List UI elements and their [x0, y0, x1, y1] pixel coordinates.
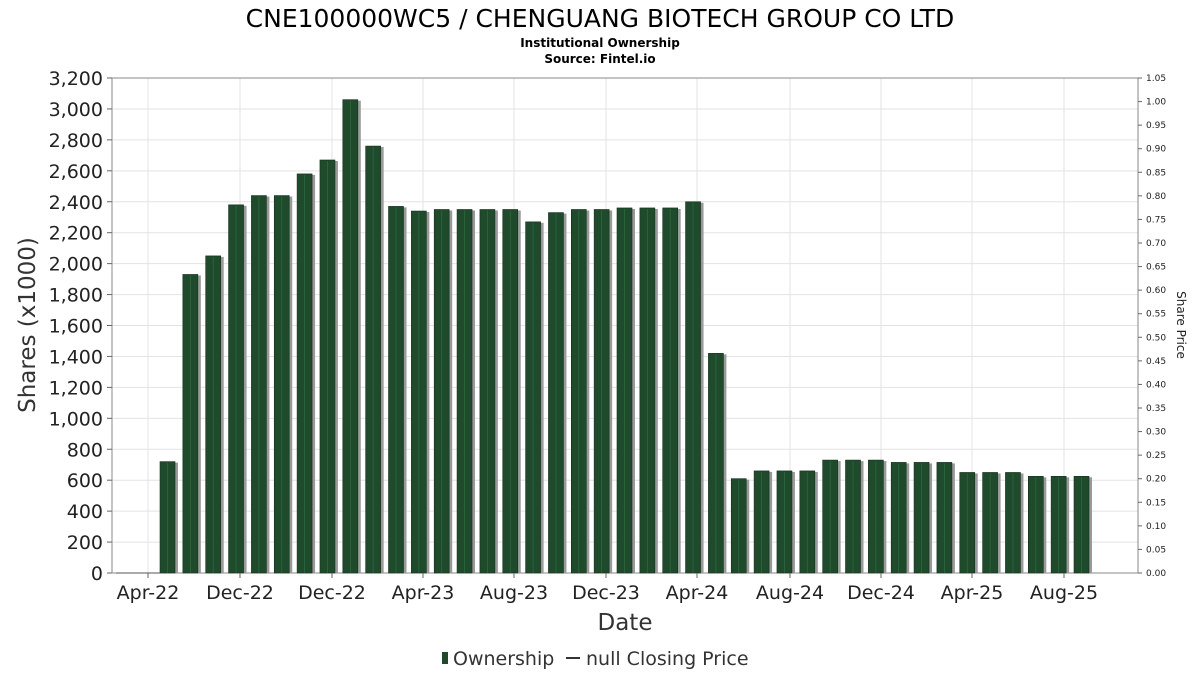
bars-layer — [116, 99, 1092, 574]
y-tick-label: 2,400 — [49, 192, 103, 214]
y-tick-label: 1,400 — [49, 346, 103, 368]
y-tick-label: 400 — [67, 501, 103, 523]
chart-subtitle-line-2: Source: Fintel.io — [544, 52, 655, 66]
x-tick-label: Apr-25 — [941, 582, 1004, 604]
y-right-tick-label: 0.15 — [1146, 498, 1166, 508]
legend: Ownership null Closing Price — [442, 648, 749, 670]
x-tick-label: Apr-24 — [666, 582, 729, 604]
x-tick-label: Dec-22 — [298, 582, 366, 604]
y-right-tick-label: 0.40 — [1146, 380, 1166, 390]
x-tick-label: Dec-24 — [847, 582, 915, 604]
y-tick-label: 800 — [67, 439, 103, 461]
legend-ownership-swatch — [442, 652, 448, 664]
y-right-tick-label: 0.80 — [1146, 192, 1166, 202]
y-tick-label: 200 — [67, 532, 103, 554]
y-tick-label: 1,600 — [49, 316, 103, 338]
y-right-tick-label: 0.45 — [1146, 357, 1166, 367]
y-tick-label: 2,600 — [49, 161, 103, 183]
y-right-tick-label: 0.65 — [1146, 263, 1166, 273]
y-tick-label: 1,800 — [49, 285, 103, 307]
y-tick-label: 2,800 — [49, 130, 103, 152]
y-right-tick-label: 0.70 — [1146, 239, 1166, 249]
x-tick-label: Apr-23 — [392, 582, 455, 604]
y-axis-right-label: Share Price — [1174, 291, 1188, 359]
x-tick-label: Aug-23 — [480, 582, 548, 604]
chart-title: CNE100000WC5 / CHENGUANG BIOTECH GROUP C… — [246, 4, 955, 33]
x-tick-label: Aug-25 — [1030, 582, 1098, 604]
y-tick-label: 2,200 — [49, 223, 103, 245]
y-tick-label: 2,000 — [49, 254, 103, 276]
legend-closing-price-label: null Closing Price — [586, 648, 749, 670]
x-tick-label: Dec-22 — [206, 582, 274, 604]
y-tick-label: 1,200 — [49, 377, 103, 399]
x-tick-label: Apr-22 — [117, 582, 180, 604]
y-right-tick-label: 1.00 — [1146, 98, 1166, 108]
y-right-tick-label: 0.35 — [1146, 404, 1166, 414]
y-right-tick-label: 0.20 — [1146, 475, 1166, 485]
x-tick-label: Dec-23 — [572, 582, 640, 604]
y-tick-label: 600 — [67, 470, 103, 492]
x-axis-label: Date — [598, 610, 653, 636]
x-tick-label: Aug-24 — [756, 582, 824, 604]
y-right-tick-label: 1.05 — [1146, 74, 1166, 84]
y-tick-label: 0 — [91, 563, 103, 585]
y-right-tick-label: 0.05 — [1146, 545, 1166, 555]
x-axis: Apr-22 Dec-22 Dec-22 Apr-23 Aug-23 Dec-23 Apr-… — [117, 573, 1098, 604]
y-axis-right: 0.00 0.05 0.10 0.15 0.20 0.25 0.30 0.35 0.40 0.45… — [1138, 74, 1166, 579]
y-right-tick-label: 0.00 — [1146, 569, 1166, 579]
y-axis-label: Shares (x1000) — [15, 237, 41, 413]
y-right-tick-label: 0.10 — [1146, 522, 1166, 532]
y-tick-label: 1,000 — [49, 408, 103, 430]
y-axis-left: 0 200 400 600 800 1,000 1,200 1,400 1,600 1,800 2,… — [49, 68, 112, 585]
y-right-tick-label: 0.30 — [1146, 428, 1166, 438]
y-right-tick-label: 0.60 — [1146, 286, 1166, 296]
y-right-tick-label: 0.85 — [1146, 168, 1166, 178]
y-tick-label: 3,200 — [49, 68, 103, 90]
chart-subtitle-line-1: Institutional Ownership — [520, 36, 680, 50]
legend-ownership-label: Ownership — [453, 648, 554, 670]
y-right-tick-label: 0.25 — [1146, 451, 1166, 461]
y-right-tick-label: 0.55 — [1146, 310, 1166, 320]
y-tick-label: 3,000 — [49, 99, 103, 121]
y-right-tick-label: 0.90 — [1146, 145, 1166, 155]
y-right-tick-label: 0.95 — [1146, 121, 1166, 131]
y-right-tick-label: 0.50 — [1146, 333, 1166, 343]
y-right-tick-label: 0.75 — [1146, 215, 1166, 225]
